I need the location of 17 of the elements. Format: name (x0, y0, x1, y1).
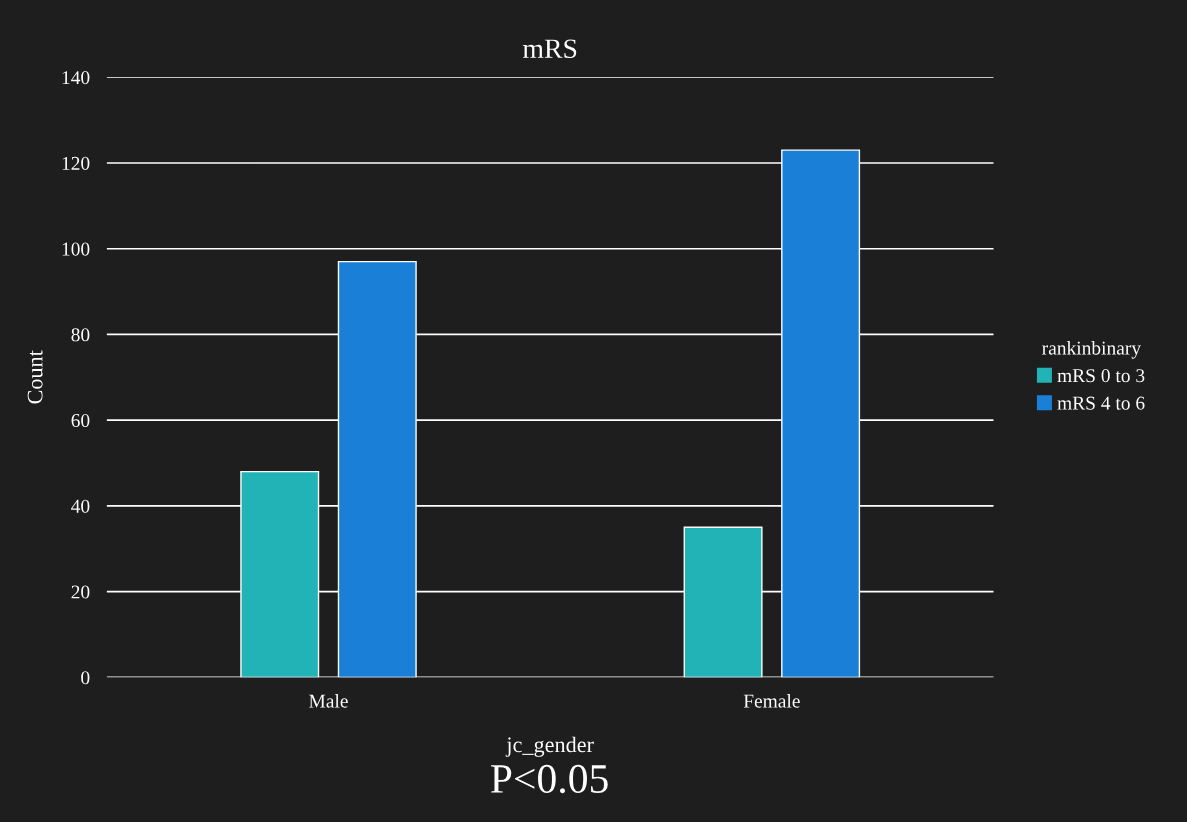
y-tick-label: 40 (71, 499, 90, 513)
x-axis-title: jc_gender (505, 736, 594, 757)
y-tick-label: 80 (71, 328, 90, 342)
legend-label: mRS 4 to 6 (1057, 396, 1145, 410)
y-tick-label: 60 (71, 413, 90, 428)
y-axis-title: Count (27, 350, 43, 404)
x-tick-label: Female (743, 693, 800, 708)
x-tick-label: Male (309, 693, 348, 708)
y-tick-label: 100 (62, 242, 90, 256)
y-tick-label: 140 (62, 71, 90, 85)
chart-title: mRS (522, 39, 577, 59)
y-tick-label: 0 (81, 671, 90, 685)
y-tick-label: 120 (62, 156, 90, 170)
legend-title: rankinbinary (1042, 340, 1141, 359)
legend-label: mRS 0 to 3 (1057, 369, 1145, 383)
text: P<0.05 (490, 764, 608, 794)
y-tick-label: 20 (71, 585, 90, 599)
